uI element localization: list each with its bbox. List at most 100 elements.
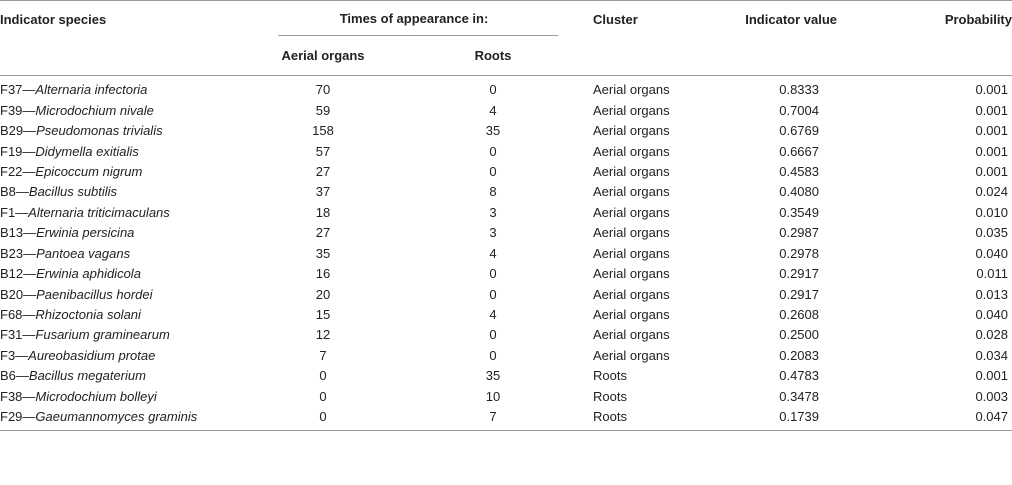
species-separator: — — [22, 388, 36, 404]
table-row: F39—Microdochium nivale 59 4 Aerial organs 0… — [0, 100, 1012, 120]
cell-cluster: Aerial organs — [593, 163, 670, 179]
cell-probability: 0.011 — [976, 266, 1008, 282]
species-code: F39 — [0, 102, 23, 118]
cell-probability: 0.001 — [975, 368, 1008, 384]
cell-roots-count: 0 — [489, 143, 497, 159]
cell-cluster: Aerial organs — [593, 143, 670, 159]
cell-cluster: Aerial organs — [593, 204, 670, 220]
cell-roots-count: 0 — [489, 82, 497, 98]
species-separator: — — [22, 163, 36, 179]
species-name: Aureobasidium protae — [28, 347, 156, 363]
cell-indicator-species: B8—Bacillus subtilis — [0, 182, 270, 202]
cell-cluster: Aerial organs — [593, 307, 670, 323]
cell-indicator-species: F3—Aureobasidium protae — [0, 346, 270, 366]
table-row: B8—Bacillus subtilis 37 8 Aerial organs 0.40… — [0, 182, 1012, 202]
cell-cluster: Aerial organs — [593, 266, 670, 282]
species-separator: — — [23, 123, 37, 139]
header-aerial-organs: Aerial organs — [270, 36, 366, 76]
cell-aerial-count: 59 — [315, 102, 331, 118]
cell-indicator-species: F29—Gaeumannomyces graminis — [0, 407, 270, 432]
species-code: B20 — [0, 286, 24, 302]
cell-cluster: Roots — [593, 368, 627, 384]
table-row: F38—Microdochium bolleyi 0 10 Roots 0.3478 0.… — [0, 387, 1012, 407]
species-code: F31 — [0, 327, 23, 343]
table-body: F37—Alternaria infectoria 70 0 Aerial organ… — [0, 76, 1012, 432]
cell-indicator-value: 0.7004 — [779, 102, 819, 118]
table-row: F19—Didymella exitialis 57 0 Aerial organs 0… — [0, 141, 1012, 161]
cell-probability: 0.001 — [975, 82, 1008, 98]
cell-probability: 0.024 — [975, 184, 1008, 200]
cell-probability: 0.010 — [975, 204, 1008, 220]
species-code: B8 — [0, 184, 16, 200]
species-code: F68 — [0, 307, 23, 323]
species-name: Rhizoctonia solani — [35, 307, 141, 323]
table-row: B6—Bacillus megaterium 0 35 Roots 0.4783 0.00… — [0, 366, 1012, 386]
header-row-main: Indicator species Times of appearance in… — [0, 1, 1012, 76]
cell-cluster: Aerial organs — [593, 245, 670, 261]
cell-indicator-value: 0.4583 — [779, 163, 819, 179]
table-row: F37—Alternaria infectoria 70 0 Aerial organ… — [0, 76, 1012, 101]
cell-cluster: Aerial organs — [593, 347, 670, 363]
header-cluster: Cluster — [558, 1, 658, 76]
header-times-of-appearance: Times of appearance in: — [270, 1, 558, 36]
cell-roots-count: 0 — [489, 286, 497, 302]
indicator-species-table: Indicator species Times of appearance in… — [0, 0, 1012, 432]
header-row-sub: Aerial organs Roots — [0, 36, 1012, 76]
cell-indicator-species: B20—Paenibacillus hordei — [0, 284, 270, 304]
cell-cluster: Aerial organs — [593, 225, 670, 241]
species-code: F19 — [0, 143, 23, 159]
table-row: F22—Epicoccum nigrum 27 0 Aerial organs 0.45… — [0, 162, 1012, 182]
cell-roots-count: 3 — [489, 204, 497, 220]
species-separator: — — [22, 307, 36, 323]
cell-roots-count: 35 — [485, 123, 501, 139]
cell-roots-count: 0 — [489, 347, 497, 363]
species-code: B12 — [0, 266, 24, 282]
cell-indicator-species: F22—Epicoccum nigrum — [0, 162, 270, 182]
cell-probability: 0.001 — [975, 102, 1008, 118]
cell-indicator-value: 0.6667 — [779, 143, 819, 159]
cell-probability: 0.035 — [975, 225, 1008, 241]
table-row: B23—Pantoea vagans 35 4 Aerial organs 0.2978… — [0, 244, 1012, 264]
species-code: B6 — [0, 368, 16, 384]
cell-indicator-species: B29—Pseudomonas trivialis — [0, 121, 270, 141]
species-separator: — — [22, 409, 36, 425]
species-code: F3 — [0, 347, 16, 363]
table-row: B29—Pseudomonas trivialis 158 35 Aerial org… — [0, 121, 1012, 141]
cell-indicator-species: B13—Erwinia persicina — [0, 223, 270, 243]
species-separator: — — [15, 368, 29, 384]
cell-cluster: Aerial organs — [593, 123, 670, 139]
species-name: Alternaria triticimaculans — [28, 204, 170, 220]
cell-indicator-species: F38—Microdochium bolleyi — [0, 387, 270, 407]
species-name: Microdochium bolleyi — [35, 388, 157, 404]
cell-cluster: Aerial organs — [593, 184, 670, 200]
table-row: F68—Rhizoctonia solani 15 4 Aerial organs 0.… — [0, 305, 1012, 325]
cell-aerial-count: 70 — [315, 82, 331, 98]
species-separator: — — [23, 266, 37, 282]
table-row: B13—Erwinia persicina 27 3 Aerial organs 0.2… — [0, 223, 1012, 243]
cell-indicator-value: 0.6769 — [779, 123, 819, 139]
cell-roots-count: 4 — [489, 245, 497, 261]
cell-probability: 0.001 — [975, 123, 1008, 139]
cell-indicator-species: F31—Fusarium graminearum — [0, 325, 270, 345]
species-separator: — — [15, 347, 29, 363]
cell-aerial-count: 15 — [315, 307, 331, 323]
cell-indicator-value: 0.2500 — [779, 327, 819, 343]
species-separator: — — [23, 225, 37, 241]
cell-indicator-species: F37—Alternaria infectoria — [0, 76, 270, 101]
table-row: F3—Aureobasidium protae 7 0 Aerial organs 0.… — [0, 346, 1012, 366]
cell-indicator-value: 0.3549 — [779, 204, 819, 220]
cell-indicator-species: F68—Rhizoctonia solani — [0, 305, 270, 325]
cell-aerial-count: 158 — [312, 123, 334, 139]
cell-probability: 0.001 — [975, 163, 1008, 179]
species-name: Pantoea vagans — [36, 245, 131, 261]
cell-indicator-value: 0.2917 — [779, 266, 819, 282]
species-separator: — — [22, 327, 36, 343]
cell-indicator-species: B23—Pantoea vagans — [0, 244, 270, 264]
cell-aerial-count: 12 — [315, 327, 331, 343]
header-times-of-appearance-label: Times of appearance in: — [339, 11, 489, 26]
cell-roots-count: 4 — [489, 307, 497, 323]
species-code: F22 — [0, 163, 23, 179]
header-indicator-value: Indicator value — [658, 1, 859, 76]
cell-probability: 0.013 — [975, 286, 1008, 302]
cell-indicator-species: F39—Microdochium nivale — [0, 100, 270, 120]
